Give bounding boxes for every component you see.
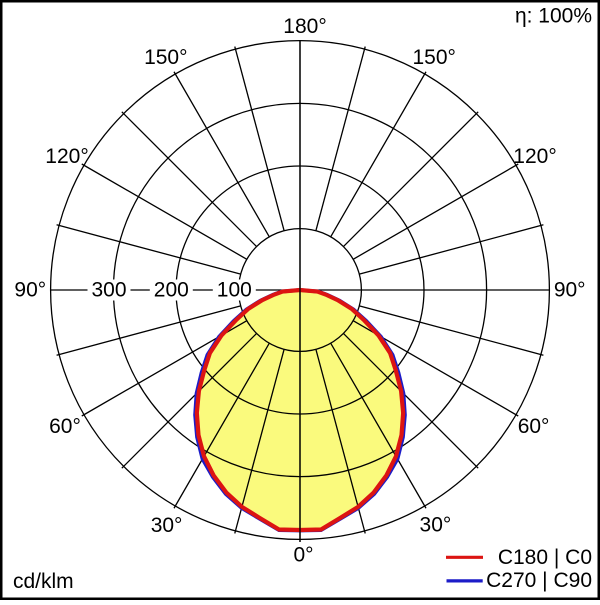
svg-text:60°: 60° — [49, 415, 81, 438]
svg-text:90°: 90° — [554, 279, 586, 302]
svg-text:C180 | C0: C180 | C0 — [498, 546, 592, 569]
svg-text:300: 300 — [91, 279, 126, 302]
svg-text:30°: 30° — [420, 514, 452, 537]
svg-text:cd/klm: cd/klm — [13, 570, 74, 593]
svg-text:90°: 90° — [14, 279, 46, 302]
svg-text:150°: 150° — [412, 46, 455, 69]
svg-text:30°: 30° — [151, 514, 183, 537]
svg-text:η: 100%: η: 100% — [515, 5, 592, 28]
svg-text:60°: 60° — [518, 415, 550, 438]
svg-text:180°: 180° — [283, 15, 326, 38]
svg-text:200: 200 — [154, 279, 189, 302]
svg-text:C270 | C90: C270 | C90 — [486, 569, 592, 592]
svg-text:100: 100 — [217, 279, 252, 302]
svg-text:0°: 0° — [293, 544, 313, 567]
svg-text:120°: 120° — [45, 145, 88, 168]
svg-text:150°: 150° — [144, 46, 187, 69]
svg-text:120°: 120° — [513, 145, 556, 168]
